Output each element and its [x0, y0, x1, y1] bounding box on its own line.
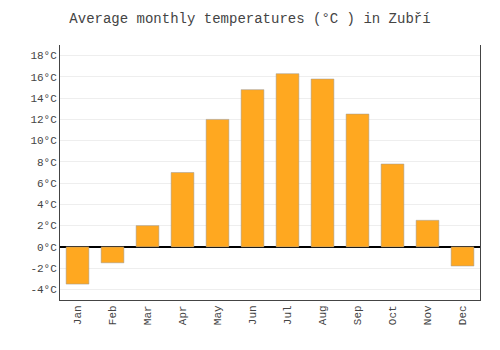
svg-text:2°C: 2°C [37, 220, 57, 232]
svg-text:4°C: 4°C [37, 199, 57, 211]
svg-text:Mar: Mar [142, 305, 154, 325]
svg-text:Jul: Jul [282, 305, 294, 325]
svg-text:Average monthly temperatures (: Average monthly temperatures (°C ) in Zu… [69, 11, 430, 27]
svg-text:6°C: 6°C [37, 178, 57, 190]
svg-text:0°C: 0°C [37, 242, 57, 254]
svg-text:Sep: Sep [352, 305, 364, 325]
svg-text:Aug: Aug [317, 305, 329, 325]
svg-text:18°C: 18°C [30, 50, 57, 62]
svg-text:Apr: Apr [177, 305, 189, 325]
svg-text:Feb: Feb [107, 305, 119, 325]
svg-text:10°C: 10°C [30, 135, 57, 147]
svg-text:Oct: Oct [387, 305, 399, 325]
svg-text:16°C: 16°C [30, 72, 57, 84]
svg-text:14°C: 14°C [30, 93, 57, 105]
svg-text:Jun: Jun [247, 305, 259, 325]
svg-text:May: May [212, 305, 224, 325]
svg-text:-2°C: -2°C [30, 263, 57, 275]
svg-text:-4°C: -4°C [30, 284, 57, 296]
svg-text:12°C: 12°C [30, 114, 57, 126]
svg-text:8°C: 8°C [37, 157, 57, 169]
svg-text:Jan: Jan [72, 305, 84, 325]
svg-text:Nov: Nov [422, 305, 434, 325]
svg-text:Dec: Dec [457, 305, 469, 325]
